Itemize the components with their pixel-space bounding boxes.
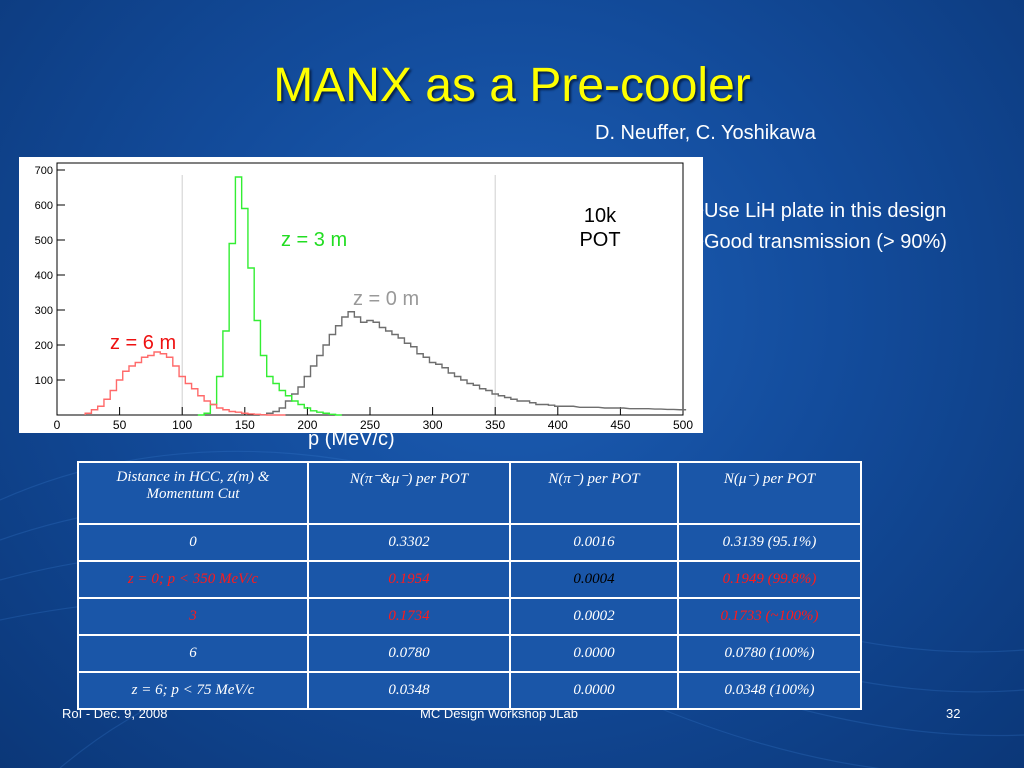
x-tick-label: 50	[113, 418, 127, 432]
table-row: z = 0; p < 350 MeV/c 0.1954 0.0004 0.194…	[77, 560, 862, 599]
header-cell: N(π⁻) per POT	[509, 461, 679, 525]
series-z0-histogram	[266, 311, 687, 415]
x-axis-label: p (MeV/c)	[308, 428, 395, 450]
table-cell: 0.0780	[307, 634, 511, 673]
y-tick-label: 100	[35, 375, 53, 387]
y-tick-label: 200	[35, 340, 53, 352]
header-cell-line: Distance in HCC, z(m) &	[116, 469, 270, 485]
table-cell: 0.1733 (~100%)	[677, 597, 862, 636]
table-cell: 0.0348 (100%)	[677, 671, 862, 710]
pot-annotation-line1: 10k	[583, 205, 617, 227]
series-label-z3: z = 3 m	[281, 229, 348, 251]
x-tick-label: 150	[235, 418, 255, 432]
table-cell: 0.1734	[307, 597, 511, 636]
slide-number: 32	[946, 706, 961, 721]
table-cell: 0.0004	[509, 560, 679, 599]
table-cell: 3	[77, 597, 309, 636]
table-row: 6 0.0780 0.0000 0.0780 (100%)	[77, 634, 862, 673]
series-z6-histogram	[84, 351, 286, 416]
x-tick-label: 450	[610, 418, 630, 432]
y-tick-label: 400	[35, 270, 53, 282]
bullet-list: •Use LiH plate in this design •Good tran…	[697, 196, 947, 258]
header-cell-line: Momentum Cut	[146, 486, 240, 502]
table-cell: 0.0000	[509, 671, 679, 710]
x-tick-label: 400	[548, 418, 568, 432]
header-cell: N(π⁻&μ⁻) per POT	[307, 461, 511, 525]
table-cell: z = 6; p < 75 MeV/c	[77, 671, 309, 710]
y-tick-label: 300	[35, 305, 53, 317]
x-tick-label: 200	[297, 418, 317, 432]
momentum-histogram: 100 200 300 400 500 600 700 0 50 100 150 200 250 300 3…	[19, 157, 703, 433]
x-tick-label: 100	[172, 418, 192, 432]
table-cell: 0.3139 (95.1%)	[677, 523, 862, 562]
series-label-z0: z = 0 m	[353, 288, 420, 310]
table-cell: 0.0348	[307, 671, 511, 710]
footer-event: MC Design Workshop JLab	[420, 706, 578, 721]
y-tick-label: 700	[35, 165, 53, 177]
series-z3-histogram	[197, 176, 342, 416]
x-tick-label: 250	[360, 418, 380, 432]
table-cell: 0.0780 (100%)	[677, 634, 862, 673]
x-tick-label: 300	[423, 418, 443, 432]
pot-annotation: 10k POT	[560, 204, 640, 252]
x-tick-label: 0	[54, 418, 61, 432]
table-header-row: Distance in HCC, z(m) & Momentum Cut N(π…	[77, 461, 862, 525]
table-row: z = 6; p < 75 MeV/c 0.0348 0.0000 0.0348…	[77, 671, 862, 710]
y-tick-label: 500	[35, 235, 53, 247]
slide-title: MANX as a Pre-cooler	[273, 59, 751, 112]
table-cell: z = 0; p < 350 MeV/c	[77, 560, 309, 599]
bullet-item: •Use LiH plate in this design	[697, 200, 947, 222]
series-label-z6: z = 6 m	[110, 332, 177, 354]
header-cell: N(μ⁻) per POT	[677, 461, 862, 525]
table-cell: 0	[77, 523, 309, 562]
table-cell: 6	[77, 634, 309, 673]
table-cell: 0.0000	[509, 634, 679, 673]
pot-annotation-line2: POT	[579, 229, 621, 251]
table-row: 0 0.3302 0.0016 0.3139 (95.1%)	[77, 523, 862, 562]
plot-frame	[56, 162, 684, 416]
authors: D. Neuffer, C. Yoshikawa	[595, 122, 816, 144]
table-cell: 0.3302	[307, 523, 511, 562]
footer-date: RoI - Dec. 9, 2008	[62, 706, 168, 721]
x-tick-label: 500	[673, 418, 693, 432]
bullet-item: •Good transmission (> 90%)	[697, 231, 947, 253]
header-cell: Distance in HCC, z(m) & Momentum Cut	[77, 461, 309, 525]
histogram-svg: 100 200 300 400 500 600 700 0 50 100 150 200 250 300 3…	[35, 162, 693, 432]
table-cell: 0.0016	[509, 523, 679, 562]
table-cell: 0.1954	[307, 560, 511, 599]
results-table: Distance in HCC, z(m) & Momentum Cut N(π…	[77, 461, 862, 710]
table-row: 3 0.1734 0.0002 0.1733 (~100%)	[77, 597, 862, 636]
table-cell: 0.0002	[509, 597, 679, 636]
x-tick-label: 350	[485, 418, 505, 432]
y-tick-label: 600	[35, 200, 53, 212]
table-cell: 0.1949 (99.8%)	[677, 560, 862, 599]
